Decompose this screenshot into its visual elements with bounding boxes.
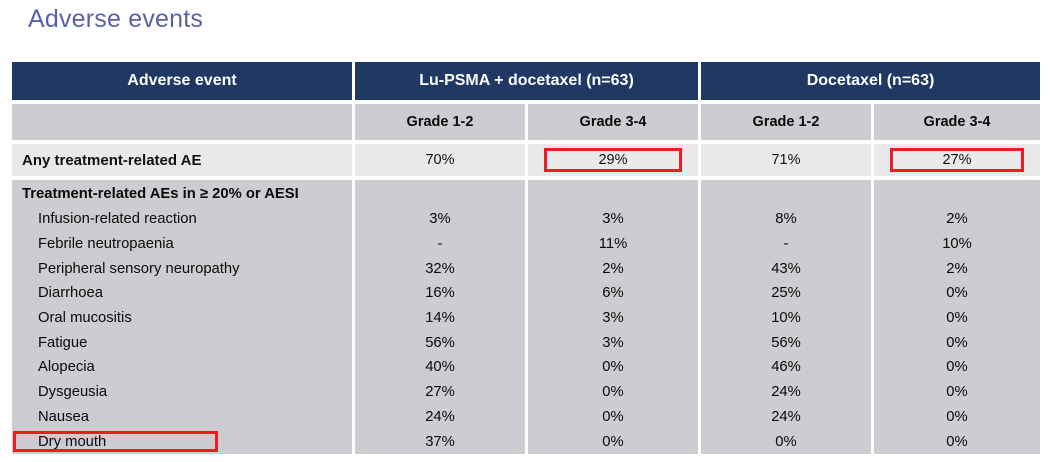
subheader-row: Grade 1-2 Grade 3-4 Grade 1-2 Grade 3-4 bbox=[12, 104, 1040, 140]
summary-row: Any treatment-related AE 70% 29% 71% 27% bbox=[12, 144, 1040, 176]
summary-value-cell: 71% bbox=[701, 144, 871, 176]
table-header-row: Adverse event Lu-PSMA + docetaxel (n=63)… bbox=[12, 62, 1040, 100]
ae-row-label: Fatigue bbox=[12, 330, 352, 356]
section-header-spacer bbox=[874, 180, 1040, 207]
ae-value-cell: 0% bbox=[528, 355, 698, 380]
ae-value-cell: 0% bbox=[874, 330, 1040, 356]
ae-value-cell: 16% bbox=[355, 281, 525, 306]
ae-value-cell: 2% bbox=[874, 256, 1040, 282]
ae-row-label: Nausea bbox=[12, 404, 352, 430]
ae-value-cell: 0% bbox=[874, 404, 1040, 430]
ae-value-cell: 0% bbox=[874, 379, 1040, 405]
ae-row-label: Oral mucositis bbox=[12, 305, 352, 331]
ae-value-cell: 0% bbox=[874, 305, 1040, 331]
red-highlight-box: 29% bbox=[544, 148, 682, 172]
ae-value-cell: 0% bbox=[701, 429, 871, 454]
ae-value-cell: 10% bbox=[701, 305, 871, 331]
ae-value-cell: 6% bbox=[528, 281, 698, 306]
ae-value-cell: 0% bbox=[528, 379, 698, 405]
ae-value-cell: 3% bbox=[528, 330, 698, 356]
subheader-empty-cell bbox=[12, 104, 352, 140]
ae-value-cell: 10% bbox=[874, 231, 1040, 257]
ae-value-cell: 3% bbox=[355, 207, 525, 232]
ae-value-cell: 2% bbox=[874, 207, 1040, 232]
ae-row-label: Diarrhoea bbox=[12, 281, 352, 306]
ae-value-cell: 24% bbox=[701, 379, 871, 405]
ae-value-cell: 0% bbox=[874, 355, 1040, 380]
ae-value-cell: 3% bbox=[528, 305, 698, 331]
ae-value-cell: 27% bbox=[355, 379, 525, 405]
summary-row-label: Any treatment-related AE bbox=[12, 144, 352, 176]
grade-subheader: Grade 1-2 bbox=[701, 104, 871, 140]
section-header-spacer bbox=[355, 180, 525, 207]
ae-value-cell: 3% bbox=[528, 207, 698, 232]
grade-subheader: Grade 3-4 bbox=[874, 104, 1040, 140]
adverse-events-table: Adverse event Lu-PSMA + docetaxel (n=63)… bbox=[12, 62, 1040, 454]
ae-row-label: Dry mouth bbox=[12, 429, 352, 454]
ae-row-label: Dysgeusia bbox=[12, 379, 352, 405]
section-header-label: Treatment-related AEs in ≥ 20% or AESI bbox=[12, 180, 352, 207]
ae-value-cell: 37% bbox=[355, 429, 525, 454]
ae-value-cell: 0% bbox=[528, 429, 698, 454]
summary-value-cell: 70% bbox=[355, 144, 525, 176]
ae-value-cell: 56% bbox=[701, 330, 871, 356]
header-cell-docetaxel: Docetaxel (n=63) bbox=[701, 62, 1040, 100]
ae-value-cell: 24% bbox=[355, 404, 525, 430]
ae-value-cell: 11% bbox=[528, 231, 698, 257]
dry-mouth-highlight-box: Dry mouth bbox=[13, 431, 218, 453]
ae-value-cell: - bbox=[701, 231, 871, 257]
ae-value-cell: 40% bbox=[355, 355, 525, 380]
ae-value-cell: - bbox=[355, 231, 525, 257]
section-block: Treatment-related AEs in ≥ 20% or AESI In… bbox=[12, 180, 1040, 454]
ae-row-label: Infusion-related reaction bbox=[12, 207, 352, 232]
ae-row-label: Peripheral sensory neuropathy bbox=[12, 256, 352, 282]
ae-value-cell: 0% bbox=[874, 429, 1040, 454]
ae-value-cell: 46% bbox=[701, 355, 871, 380]
ae-value-cell: 2% bbox=[528, 256, 698, 282]
summary-value-cell: 27% bbox=[874, 144, 1040, 176]
grade-subheader: Grade 3-4 bbox=[528, 104, 698, 140]
ae-value-cell: 25% bbox=[701, 281, 871, 306]
ae-row-label: Febrile neutropaenia bbox=[12, 231, 352, 257]
ae-value-cell: 56% bbox=[355, 330, 525, 356]
section-header-spacer bbox=[528, 180, 698, 207]
summary-value-cell: 29% bbox=[528, 144, 698, 176]
ae-value-cell: 8% bbox=[701, 207, 871, 232]
section-header-spacer bbox=[701, 180, 871, 207]
ae-value-cell: 43% bbox=[701, 256, 871, 282]
red-highlight-box: 27% bbox=[890, 148, 1024, 172]
ae-value-cell: 14% bbox=[355, 305, 525, 331]
slide-title: Adverse events bbox=[28, 5, 204, 33]
ae-value-cell: 0% bbox=[874, 281, 1040, 306]
header-cell-lupsma-docetaxel: Lu-PSMA + docetaxel (n=63) bbox=[355, 62, 698, 100]
ae-value-cell: 0% bbox=[528, 404, 698, 430]
header-cell-adverse-event: Adverse event bbox=[12, 62, 352, 100]
ae-value-cell: 24% bbox=[701, 404, 871, 430]
grade-subheader: Grade 1-2 bbox=[355, 104, 525, 140]
ae-value-cell: 32% bbox=[355, 256, 525, 282]
ae-row-label: Alopecia bbox=[12, 355, 352, 380]
